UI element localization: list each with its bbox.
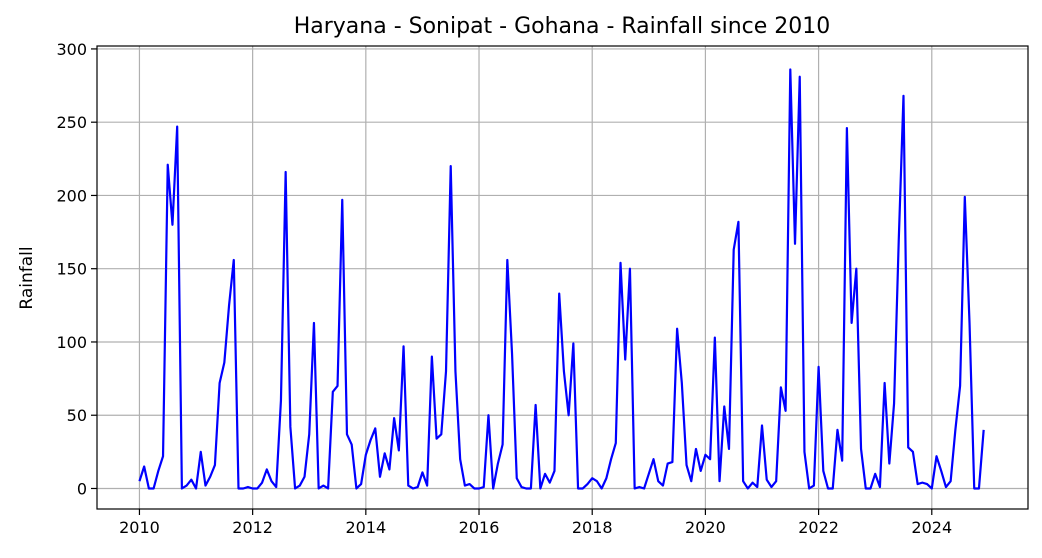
axis-ticks: 2010 2012 2014 2016 2018 2020 2022 2024 0 50 100 15… [56, 40, 952, 537]
x-tick-label: 2018 [572, 518, 613, 537]
x-tick-label: 2014 [345, 518, 386, 537]
chart-title: Haryana - Sonipat - Gohana - Rainfall si… [294, 14, 831, 39]
x-tick-label: 2010 [119, 518, 160, 537]
grid [97, 46, 1028, 509]
x-tick-label: 2016 [459, 518, 500, 537]
x-tick-label: 2022 [798, 518, 839, 537]
y-axis-label: Rainfall [17, 246, 37, 309]
y-tick-label: 50 [67, 406, 87, 425]
rainfall-series-line [138, 68, 985, 490]
x-tick-label: 2020 [685, 518, 726, 537]
y-tick-label: 300 [56, 40, 87, 59]
x-tick-label: 2012 [232, 518, 273, 537]
y-tick-label: 250 [56, 113, 87, 132]
y-tick-label: 150 [56, 260, 87, 279]
y-tick-label: 0 [77, 479, 87, 498]
series-layer [138, 68, 985, 490]
plot-frame [96, 45, 1029, 510]
y-tick-label: 100 [56, 333, 87, 352]
y-tick-label: 200 [56, 186, 87, 205]
x-tick-label: 2024 [911, 518, 952, 537]
